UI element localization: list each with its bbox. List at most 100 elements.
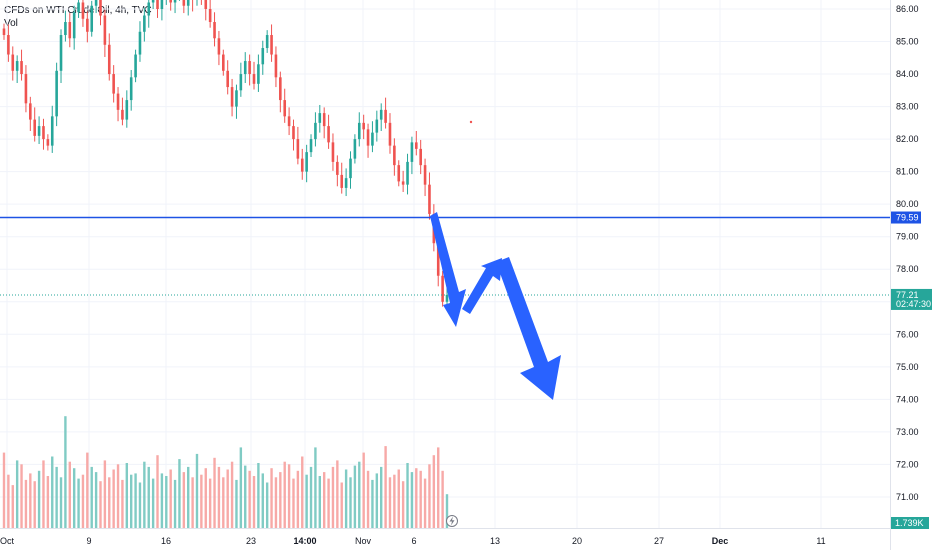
- candle-body: [217, 38, 221, 55]
- candle-body: [388, 122, 392, 146]
- candle-body: [81, 2, 85, 19]
- current-price-label: 77.21: [896, 290, 919, 300]
- volume-bar: [340, 482, 343, 528]
- candle-body: [357, 122, 361, 140]
- volume-bar: [283, 461, 286, 528]
- candle-body: [77, 2, 80, 13]
- volume-bar: [11, 485, 14, 528]
- y-tick-label: 80.00: [896, 199, 919, 209]
- volume-bar: [248, 470, 251, 528]
- level-tag-label: 79.59: [896, 213, 919, 223]
- candle-body: [24, 74, 28, 104]
- candle-body: [305, 152, 308, 172]
- candle-body: [270, 35, 273, 55]
- volume-bar: [129, 474, 133, 528]
- y-tick-label: 84.00: [896, 69, 919, 79]
- volume-bar: [292, 478, 295, 528]
- candle-body: [410, 142, 414, 162]
- volume-bar: [81, 474, 85, 528]
- candle-body: [37, 126, 41, 136]
- candlesticks: [2, 0, 449, 310]
- price-axis-bg: [890, 0, 932, 550]
- volume-bar: [24, 479, 28, 528]
- candle-body: [72, 12, 76, 39]
- y-tick-label: 81.00: [896, 167, 919, 177]
- volume-bar: [208, 478, 212, 528]
- volume-bar: [397, 469, 400, 528]
- volume-bar: [7, 474, 10, 528]
- volume-bar: [252, 476, 256, 528]
- candle-body: [15, 61, 19, 71]
- volume-bar: [274, 477, 278, 528]
- x-tick-label: 6: [411, 536, 416, 546]
- price-axis[interactable]: 86.00 85.00 84.00 83.00 82.00 81.00 80.00 79.00…: [890, 0, 932, 550]
- y-tick-label: 78.00: [896, 264, 919, 274]
- x-tick-label: Dec: [712, 536, 729, 546]
- volume-bar: [393, 474, 396, 528]
- x-tick-label: 27: [654, 536, 664, 546]
- volume-bar: [349, 477, 352, 528]
- volume-bar: [121, 479, 124, 528]
- candle-body: [274, 54, 278, 78]
- candle-body: [7, 35, 10, 55]
- countdown-label: 02:47:30: [896, 299, 931, 309]
- candle-body: [99, 0, 102, 16]
- candle-body: [134, 54, 137, 78]
- x-tick-label: 23: [246, 536, 256, 546]
- volume-bar: [147, 466, 150, 528]
- candle-body: [296, 139, 300, 159]
- volume-bar: [235, 479, 238, 528]
- volume-bar: [415, 468, 418, 528]
- volume-bar: [169, 469, 172, 528]
- candle-body: [33, 119, 37, 136]
- time-axis[interactable]: Oct 9 16 23 14:00 Nov 6 13 20 27 Dec 11: [0, 528, 890, 547]
- candle-body: [11, 54, 15, 71]
- volume-bar: [178, 459, 181, 528]
- volume-bar: [116, 464, 120, 528]
- candle-body: [366, 129, 370, 146]
- candle-body: [353, 139, 357, 159]
- volume-bar: [187, 466, 190, 528]
- candle-body: [94, 0, 98, 6]
- candle-body: [349, 158, 352, 179]
- x-tick-label: 14:00: [293, 536, 316, 546]
- volume-bar: [15, 460, 19, 528]
- volume-bar: [265, 482, 269, 528]
- volume-bar: [419, 470, 422, 528]
- y-tick-label: 74.00: [896, 394, 919, 404]
- candle-body: [401, 181, 405, 185]
- volume-bar: [46, 476, 50, 528]
- up-arrow: [462, 258, 502, 314]
- volume-tag: [891, 517, 929, 529]
- volume-bar: [401, 481, 405, 528]
- candle-body: [419, 148, 422, 166]
- candle-body: [397, 165, 401, 182]
- candle-body: [423, 165, 427, 185]
- candle-body: [265, 35, 269, 49]
- candle-body: [340, 174, 344, 188]
- x-tick-label: Oct: [0, 536, 14, 546]
- candle-body: [121, 109, 124, 120]
- candle-body: [151, 0, 155, 3]
- candle-body: [379, 109, 383, 120]
- lightning-icon-glyph: [449, 516, 455, 526]
- volume-bar: [432, 455, 436, 528]
- volume-bar: [204, 468, 207, 528]
- y-tick-label: 75.00: [896, 362, 919, 372]
- volume-bar: [138, 482, 142, 528]
- candle-body: [20, 61, 23, 75]
- volume-bar: [375, 473, 379, 528]
- volume-bar: [327, 478, 330, 528]
- candle-body: [226, 70, 229, 88]
- candle-body: [375, 119, 379, 133]
- x-tick-label: 16: [161, 536, 171, 546]
- volume-bar: [406, 463, 409, 528]
- y-tick-label: 73.00: [896, 427, 919, 437]
- y-tick-label: 71.00: [896, 492, 919, 502]
- candle-body: [156, 0, 159, 9]
- volume-bar: [134, 473, 137, 528]
- volume-bar: [257, 463, 260, 528]
- volume-bar: [33, 481, 36, 528]
- volume-bars: [2, 416, 449, 528]
